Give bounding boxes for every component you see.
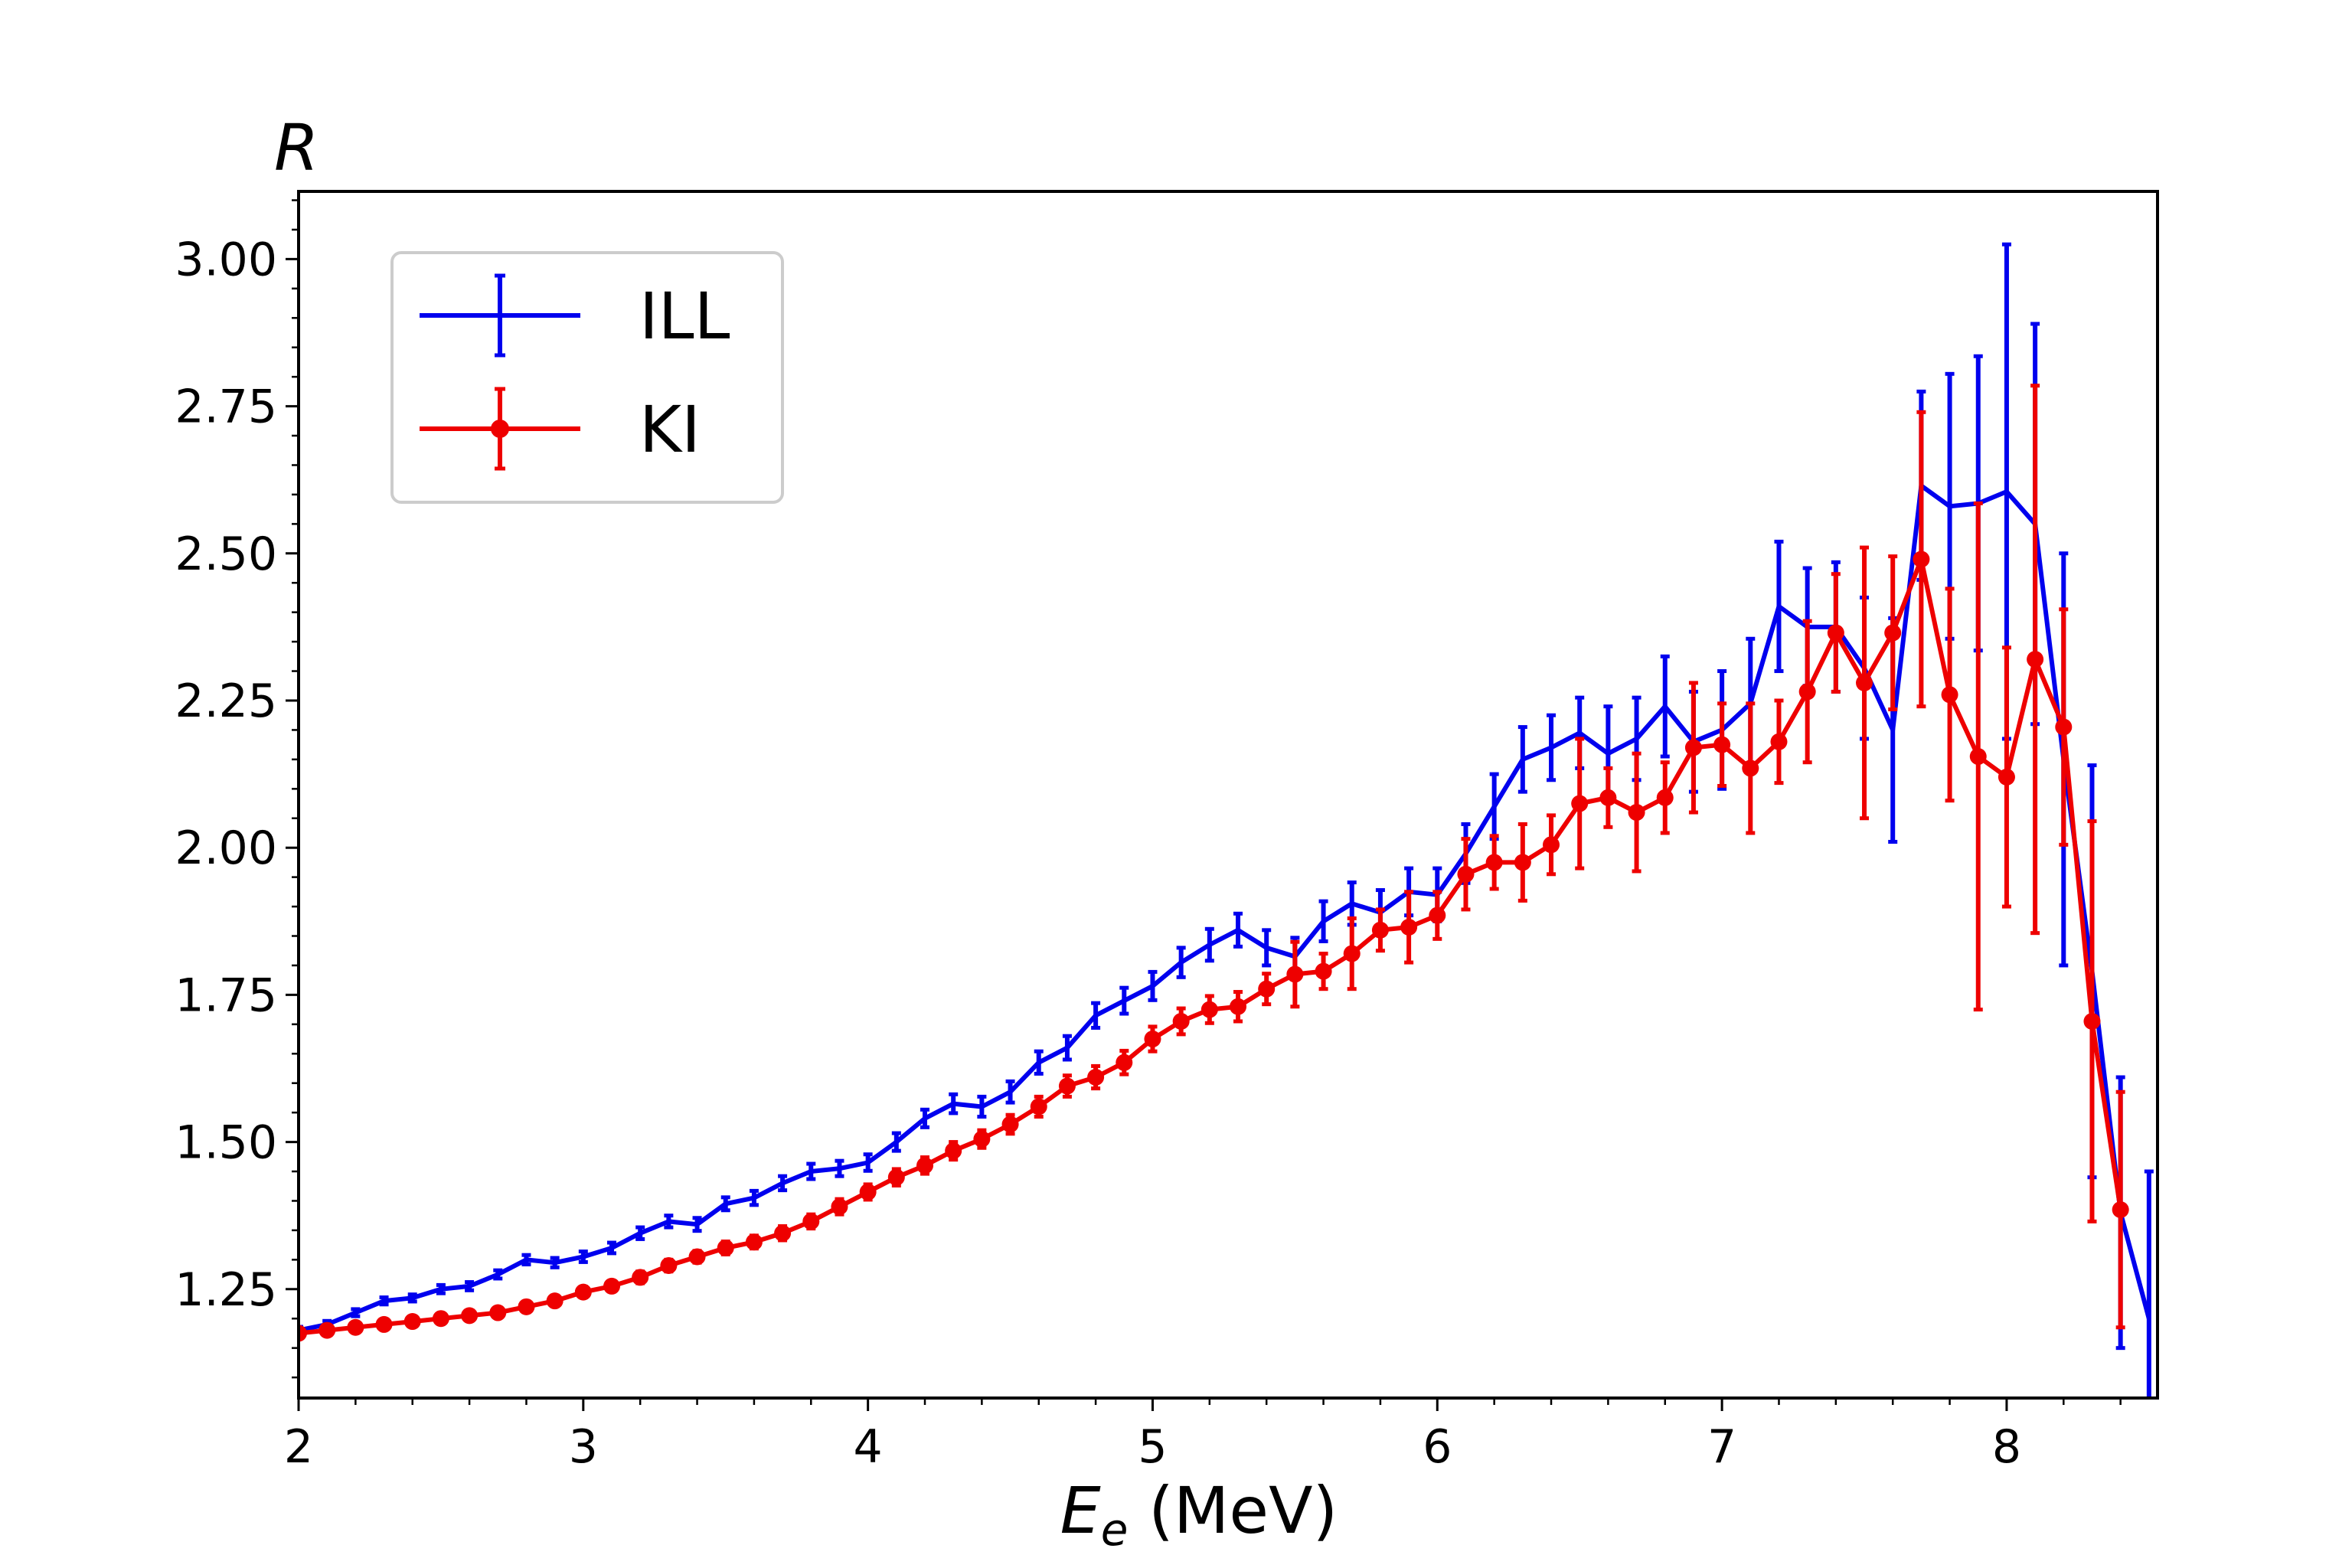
ki-data-point bbox=[1230, 998, 1247, 1015]
ki-data-point bbox=[299, 1325, 307, 1342]
ki-data-point bbox=[1429, 906, 1446, 924]
ki-data-point bbox=[603, 1277, 621, 1295]
y-tick-label: 2.75 bbox=[175, 381, 277, 434]
ki-data-point bbox=[1400, 918, 1418, 936]
ki-data-point bbox=[1656, 789, 1674, 806]
ki-data-point bbox=[1058, 1077, 1076, 1095]
ki-data-point bbox=[347, 1318, 364, 1336]
ki-data-point bbox=[1457, 865, 1475, 883]
ki-data-point bbox=[1941, 686, 1958, 704]
ki-data-point bbox=[2055, 718, 2073, 736]
y-axis-label: R bbox=[274, 110, 318, 185]
ki-data-point bbox=[1628, 804, 1645, 822]
ki-data-point bbox=[1200, 1001, 1218, 1018]
y-tick-label: 2.50 bbox=[175, 528, 277, 581]
ki-data-point bbox=[859, 1183, 877, 1200]
ki-data-point bbox=[887, 1168, 905, 1186]
ki-data-point bbox=[1713, 736, 1731, 753]
x-tick-label: 5 bbox=[1138, 1420, 1167, 1474]
ki-data-point bbox=[1770, 733, 1788, 750]
ki-data-point bbox=[1827, 624, 1844, 642]
x-tick-label: 8 bbox=[1992, 1420, 2021, 1474]
legend-marker-ki bbox=[491, 420, 509, 438]
ki-data-point bbox=[403, 1313, 421, 1331]
ki-data-point bbox=[1001, 1116, 1019, 1133]
legend-label-ki: KI bbox=[639, 392, 701, 467]
x-tick-label: 4 bbox=[854, 1420, 883, 1474]
ki-data-point bbox=[2027, 651, 2044, 668]
ki-data-point bbox=[688, 1248, 706, 1266]
y-tick-label: 2.25 bbox=[175, 675, 277, 728]
ki-data-point bbox=[432, 1310, 449, 1328]
ki-data-point bbox=[1969, 748, 1987, 766]
ki-data-point bbox=[1684, 739, 1702, 756]
ki-data-point bbox=[461, 1307, 479, 1325]
legend: ILL KI bbox=[390, 251, 784, 504]
x-axis-label: Ee (MeV) bbox=[1060, 1473, 1338, 1556]
ki-data-point bbox=[1571, 795, 1589, 812]
ki-data-point bbox=[802, 1213, 820, 1230]
y-tick-label: 3.00 bbox=[175, 233, 277, 286]
ki-data-point bbox=[1286, 965, 1304, 983]
ki-data-point bbox=[1258, 980, 1276, 998]
ki-data-point bbox=[2083, 1012, 2101, 1030]
ki-data-point bbox=[632, 1269, 649, 1286]
ki-data-point bbox=[1599, 789, 1617, 806]
x-tick-label: 2 bbox=[284, 1420, 313, 1474]
ill-error-bar bbox=[2144, 1169, 2154, 1398]
ki-data-point bbox=[1884, 624, 1902, 642]
legend-item-ki: KI bbox=[420, 387, 701, 471]
ki-data-point bbox=[1798, 683, 1816, 701]
ki-data-point bbox=[831, 1198, 848, 1216]
x-tick-label: 6 bbox=[1423, 1420, 1452, 1474]
ki-data-point bbox=[1343, 945, 1361, 962]
ki-data-point bbox=[1172, 1012, 1190, 1030]
ki-data-point bbox=[774, 1224, 792, 1242]
axes: 2 3 4 5 6 7 8 1.25 1.50 1.75 2.00 2.25 2.50 2.75 3.00 bbox=[175, 190, 2159, 1474]
x-tick-label: 7 bbox=[1707, 1420, 1736, 1474]
ki-data-point bbox=[375, 1315, 393, 1333]
y-tick-label: 1.75 bbox=[175, 969, 277, 1022]
series-ki bbox=[299, 384, 2129, 1342]
ki-data-point bbox=[916, 1157, 934, 1174]
ki-data-point bbox=[1485, 854, 1503, 871]
ki-data-point bbox=[1315, 962, 1332, 980]
ki-data-point bbox=[1742, 760, 1759, 777]
y-tick-label: 1.25 bbox=[175, 1263, 277, 1317]
y-tick-label: 1.50 bbox=[175, 1116, 277, 1170]
ki-data-point bbox=[1913, 550, 1930, 568]
ki-data-point bbox=[1371, 921, 1389, 939]
x-tick-label: 3 bbox=[569, 1420, 598, 1474]
ki-data-point bbox=[318, 1321, 336, 1339]
ki-data-point bbox=[1856, 674, 1873, 691]
axes-frame bbox=[297, 190, 2159, 1400]
legend-item-ill: ILL bbox=[420, 273, 730, 358]
ki-data-point bbox=[1030, 1098, 1047, 1116]
ki-data-point bbox=[1087, 1069, 1105, 1086]
ki-data-point bbox=[489, 1304, 507, 1321]
ki-data-point bbox=[1116, 1054, 1133, 1071]
ki-data-point bbox=[745, 1233, 763, 1251]
ki-data-point bbox=[1998, 768, 2015, 786]
plot-area bbox=[299, 242, 2154, 1398]
y-tick-label: 2.00 bbox=[175, 822, 277, 875]
ki-data-point bbox=[546, 1292, 564, 1310]
ki-data-point bbox=[2112, 1200, 2129, 1218]
ki-data-point bbox=[973, 1130, 991, 1148]
ki-data-point bbox=[1144, 1031, 1161, 1048]
ki-data-point bbox=[945, 1142, 962, 1160]
ki-data-point bbox=[574, 1283, 592, 1301]
ki-data-point bbox=[518, 1298, 535, 1315]
ki-data-point bbox=[1543, 836, 1560, 854]
ki-data-point bbox=[717, 1239, 734, 1256]
plot-clip-group bbox=[299, 242, 2154, 1398]
legend-label-ill: ILL bbox=[639, 279, 730, 354]
ki-data-point bbox=[1514, 854, 1531, 871]
ki-data-point bbox=[660, 1257, 678, 1275]
